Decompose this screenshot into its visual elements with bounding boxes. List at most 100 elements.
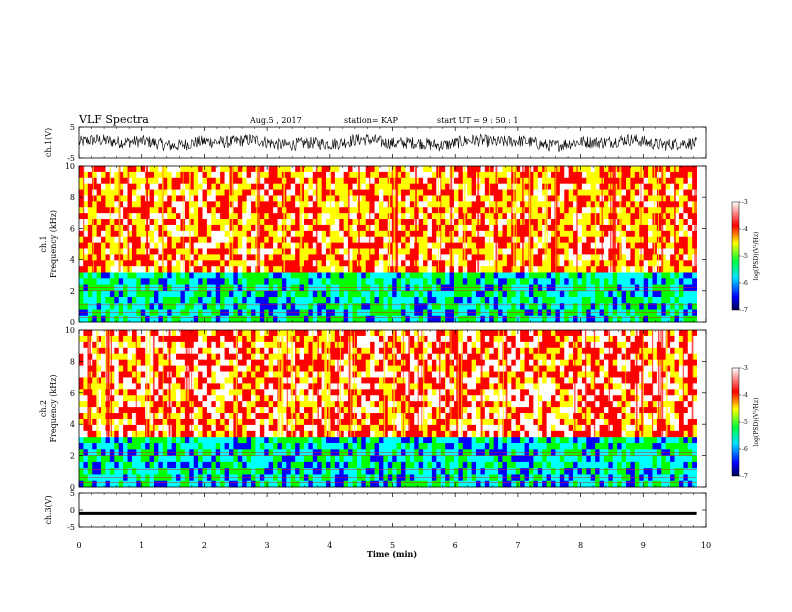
spectrogram-cell — [268, 297, 274, 304]
spectrogram-cell — [140, 183, 146, 190]
spectrogram-cell — [255, 290, 261, 298]
spectrogram-cell — [374, 278, 380, 285]
spectrogram-cell — [581, 236, 587, 244]
spectrogram-cell — [489, 303, 495, 310]
spectrogram-cell — [153, 183, 159, 190]
spectrogram-cell — [83, 297, 89, 304]
spectrogram-cell — [246, 236, 252, 244]
spectrogram-cell — [383, 455, 389, 463]
spectrogram-cell — [418, 242, 424, 249]
spectrogram-cell — [480, 177, 486, 185]
spectrogram-cell — [586, 166, 592, 173]
spectrogram-cell — [184, 260, 190, 267]
spectrogram-cell — [687, 177, 693, 185]
spectrogram-cell — [255, 315, 261, 323]
spectrogram-cell — [127, 219, 133, 226]
spectrogram-cell — [453, 436, 459, 444]
spectrogram-cell — [83, 166, 89, 173]
start-ut-label: start UT = 9 : 50 : 1 — [437, 116, 518, 125]
spectrogram-cell — [79, 213, 84, 220]
spectrogram-cell — [211, 189, 217, 196]
spectrogram-cell — [273, 166, 278, 173]
spectrogram-streak — [127, 166, 130, 273]
spectrogram-cell — [251, 213, 256, 220]
spectrogram-cell — [326, 219, 331, 226]
spectrogram-cell — [418, 468, 424, 475]
spectrogram-cell — [233, 189, 239, 196]
spectrogram-cell — [414, 290, 420, 298]
spectrogram-cell — [286, 436, 292, 444]
spectrogram-cell — [198, 219, 203, 226]
spectrogram-cell — [171, 480, 177, 488]
spectrogram-cell — [202, 290, 208, 298]
spectrogram-cell — [453, 254, 459, 261]
spectrogram-cell — [189, 455, 195, 463]
spectrogram-cell — [277, 480, 283, 488]
spectrogram-cell — [109, 297, 115, 304]
spectrogram-cell — [295, 315, 300, 323]
spectrogram-cell — [559, 443, 565, 450]
spectrogram-cell — [467, 183, 473, 190]
spectrogram-cell — [639, 219, 645, 226]
spectrogram-cell — [303, 315, 309, 323]
spectrogram-cell — [409, 177, 415, 185]
spectrogram-cell — [348, 272, 353, 279]
spectrogram-cell — [92, 166, 98, 173]
spectrogram-cell — [330, 480, 336, 488]
spectrogram-cell — [427, 278, 433, 285]
spectrogram-cell — [162, 248, 168, 255]
spectrogram-cell — [189, 480, 195, 488]
spectrogram-cell — [498, 266, 503, 273]
spectrogram-cell — [343, 443, 349, 450]
spectrogram-cell — [595, 266, 600, 273]
spectrogram-cell — [436, 455, 442, 463]
spectrogram-cell — [255, 297, 261, 304]
spectrogram-cell — [546, 278, 552, 285]
spectrogram-cell — [524, 177, 530, 185]
spectrogram-cell — [277, 236, 283, 244]
spectrogram-cell — [462, 303, 468, 310]
spectrogram-cell — [193, 461, 199, 469]
spectrogram-cell — [114, 443, 120, 450]
spectrogram-cell — [661, 189, 667, 196]
spectrogram-streak — [522, 166, 524, 273]
spectrogram-cell — [317, 260, 323, 267]
spectrogram-cell — [171, 290, 177, 298]
spectrogram-cell — [92, 260, 98, 267]
spectrogram-cell — [361, 468, 367, 475]
spectrogram-cell — [312, 480, 318, 488]
spectrogram-cell — [656, 224, 662, 232]
spectrogram-cell — [370, 480, 375, 488]
spectrogram-cell — [361, 195, 367, 202]
spectrogram-cell — [264, 468, 270, 475]
spectrogram-cell — [136, 195, 142, 202]
spectrogram-cell — [149, 455, 155, 463]
spectrogram-cell — [639, 224, 645, 232]
spectrogram-cell — [268, 266, 274, 273]
spectrogram-cell — [273, 443, 278, 450]
spectrogram-cell — [237, 315, 243, 323]
spectrogram-cell — [670, 290, 675, 298]
spectrogram-cell — [206, 290, 212, 298]
spectrogram-cell — [626, 260, 631, 267]
spectrogram-cell — [687, 171, 693, 179]
spectrogram-cell — [339, 189, 345, 196]
spectrogram-cell — [136, 455, 142, 463]
spectrogram-cell — [123, 272, 128, 279]
spectrogram-cell — [577, 266, 583, 273]
spectrogram-cell — [559, 254, 565, 261]
spectrogram-cell — [383, 201, 389, 208]
spectrogram-cell — [215, 461, 221, 469]
spectrogram-cell — [581, 455, 587, 463]
spectrogram-cell — [648, 189, 653, 196]
spectrogram-cell — [259, 266, 265, 273]
spectrogram-cell — [436, 303, 442, 310]
spectrogram-cell — [484, 177, 490, 185]
spectrogram-cell — [599, 278, 605, 285]
spectrogram-cell — [295, 201, 300, 208]
spectrogram-cell — [193, 201, 199, 208]
spectrogram-cell — [326, 266, 331, 273]
spectrogram-cell — [171, 189, 177, 196]
spectrogram-cell — [639, 303, 645, 310]
spectrogram-cell — [687, 248, 693, 255]
